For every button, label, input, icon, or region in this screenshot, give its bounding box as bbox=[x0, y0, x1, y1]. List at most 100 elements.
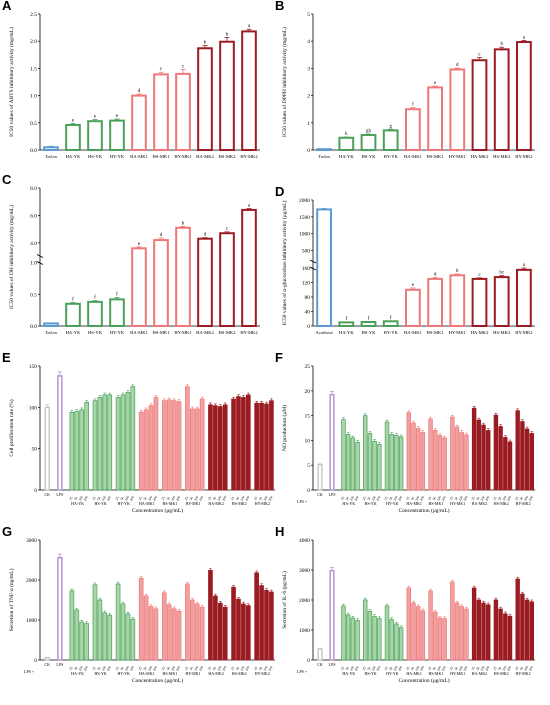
panel-F: F NO production (μM) 0 5 10 15 20 25 CK LPS LPS + 2… bbox=[275, 350, 535, 514]
significance-letter: d bbox=[138, 89, 141, 94]
bar-hy-mk2 bbox=[241, 30, 257, 152]
dose-label: 25 bbox=[68, 666, 73, 671]
dose-label: 200 bbox=[419, 495, 425, 502]
dose-label: 50 bbox=[475, 666, 480, 671]
bar-hy-mk2-50 bbox=[259, 402, 264, 491]
significance-letter: e bbox=[412, 283, 415, 288]
y-tick-label: 2 bbox=[307, 94, 310, 100]
dose-label: 100 bbox=[371, 495, 377, 502]
x-tick-label: HA-MK2 bbox=[471, 154, 490, 159]
bar-hs-mk1-200 bbox=[176, 401, 182, 491]
group-label: HY-MK1 bbox=[450, 671, 465, 676]
bar-hy-mk2 bbox=[516, 41, 532, 151]
dose-label: 50 bbox=[212, 666, 217, 671]
y-tick-label: 80 bbox=[305, 295, 311, 301]
dose-label: 100 bbox=[458, 495, 464, 502]
x-tick-label: HA-YK bbox=[339, 330, 354, 335]
bar-hs-mk2-25 bbox=[493, 599, 499, 661]
bar-ha-yk-25 bbox=[69, 590, 75, 661]
x-tick-label: HY-YK bbox=[110, 154, 125, 159]
bar-hy-yk-100 bbox=[125, 392, 131, 491]
dose-label: 200 bbox=[354, 665, 360, 672]
bar-ha-mk1-25 bbox=[138, 578, 144, 661]
bar-hy-yk bbox=[382, 129, 399, 151]
significance-letter: a bbox=[523, 35, 526, 40]
dose-label: 100 bbox=[458, 665, 464, 672]
dose-label: 25 bbox=[184, 496, 189, 501]
y-tick-label: 1.5 bbox=[30, 66, 37, 72]
dose-label: 200 bbox=[528, 495, 534, 502]
dose-label: 200 bbox=[221, 495, 227, 502]
bar-hy-yk bbox=[109, 298, 125, 328]
ck-bar bbox=[317, 464, 323, 491]
y-axis-label: IC50 values of OH inhibitory activity (m… bbox=[8, 205, 15, 309]
dose-label: 100 bbox=[263, 495, 269, 502]
group-label: HS-MK2 bbox=[494, 671, 509, 676]
y-axis-label: NO production (μM) bbox=[281, 405, 288, 451]
dose-label: 25 bbox=[230, 666, 235, 671]
lps-row-label: LPS + bbox=[297, 499, 308, 504]
y-tick-label: 5 bbox=[307, 463, 310, 469]
dose-label: 25 bbox=[492, 666, 497, 671]
dose-label: 200 bbox=[129, 665, 135, 672]
dose-label: 50 bbox=[497, 666, 502, 671]
bar-hy-mk2-100 bbox=[524, 428, 530, 491]
bar-hy-yk-25 bbox=[115, 583, 121, 661]
bar-hs-mk1-50 bbox=[166, 604, 172, 661]
group-label: HY-MK1 bbox=[450, 501, 465, 506]
x-tick-label: LPS bbox=[56, 492, 63, 497]
group-label: HY-MK1 bbox=[185, 671, 200, 676]
x-tick-label: HY-MK2 bbox=[240, 154, 258, 159]
bar-hy-yk bbox=[382, 320, 399, 327]
dose-label: 50 bbox=[96, 496, 101, 501]
bar-hs-yk-100 bbox=[372, 441, 377, 491]
x-tick-label: HS-YK bbox=[88, 154, 103, 159]
significance-letter: b bbox=[226, 32, 229, 37]
bar-hy-mk1-200 bbox=[199, 398, 205, 491]
x-tick-label: HS-MK1 bbox=[427, 330, 445, 335]
dose-label: 50 bbox=[96, 666, 101, 671]
dose-label: 100 bbox=[414, 495, 420, 502]
panel-label: F bbox=[275, 350, 283, 365]
dose-label: 25 bbox=[92, 666, 97, 671]
bar-hs-mk2-50 bbox=[236, 396, 241, 491]
dose-label: 200 bbox=[106, 665, 112, 672]
y-tick-label: 0 bbox=[307, 488, 310, 494]
dose-label: 200 bbox=[375, 665, 381, 672]
significance-letter: b bbox=[182, 221, 185, 226]
group-label: HA-MK2 bbox=[208, 671, 224, 676]
x-tick-label: HS-YK bbox=[88, 330, 103, 335]
bar-hy-mk2 bbox=[241, 208, 257, 328]
bar-hs-mk2-100 bbox=[503, 613, 508, 661]
dose-label: 50 bbox=[345, 496, 350, 501]
bar-hs-mk2-50 bbox=[236, 598, 241, 661]
dose-label: 25 bbox=[514, 496, 519, 501]
y-axis-label: Secretion of IL-6 (pg/mL) bbox=[281, 571, 288, 629]
bar-hs-mk1 bbox=[153, 73, 169, 151]
bar-hy-mk1-25 bbox=[185, 583, 190, 661]
significance-letter: f bbox=[94, 296, 96, 301]
significance-letter: f bbox=[412, 103, 414, 108]
dose-label: 25 bbox=[207, 496, 212, 501]
bar-hy-mk1-50 bbox=[189, 408, 195, 491]
x-tick-label: CK bbox=[45, 492, 51, 497]
dose-label: 50 bbox=[345, 666, 350, 671]
y-tick-label: 1000 bbox=[299, 628, 310, 634]
x-axis-label: Concentration (μg/mL) bbox=[398, 507, 449, 514]
dose-label: 100 bbox=[393, 495, 399, 502]
bar-ha-mk2-200 bbox=[486, 604, 491, 661]
y-tick-label: 0 bbox=[34, 488, 37, 494]
bar-ha-yk bbox=[65, 302, 81, 328]
dose-label: 200 bbox=[244, 495, 250, 502]
bar-hs-mk2-200 bbox=[246, 394, 251, 491]
bar-ha-mk2-100 bbox=[481, 424, 486, 491]
group-label: HS-MK1 bbox=[162, 501, 177, 506]
ck-bar bbox=[44, 656, 50, 661]
bar-hs-mk1-100 bbox=[437, 617, 443, 661]
bar-ha-yk-50 bbox=[74, 411, 80, 491]
group-label: HY-YK bbox=[386, 671, 399, 676]
bar-hy-yk-100 bbox=[394, 435, 399, 491]
bar-hs-mk1-50 bbox=[433, 611, 438, 661]
y-tick-label: 120 bbox=[302, 281, 311, 287]
x-tick-label: HY-YK bbox=[384, 330, 399, 335]
